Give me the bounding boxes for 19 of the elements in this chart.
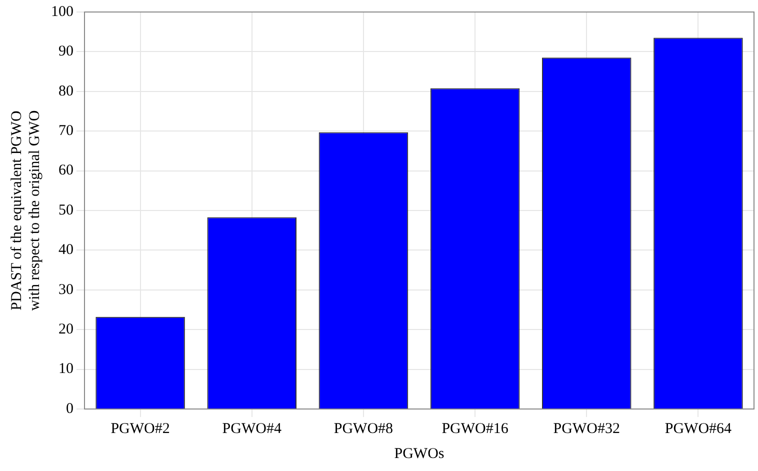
y-tick-label: 100 — [51, 4, 74, 20]
x-axis-title: PGWOs — [394, 446, 444, 462]
y-tick-label: 60 — [58, 162, 74, 179]
x-tick-label: PGWO#4 — [222, 420, 282, 437]
y-tick-label: 80 — [58, 83, 74, 100]
x-tick-label: PGWO#16 — [442, 420, 509, 437]
y-tick-label: 30 — [58, 282, 74, 298]
y-tick-label: 70 — [58, 123, 74, 140]
y-tick-label: 40 — [58, 242, 74, 258]
x-tick-label: PGWO#64 — [664, 420, 732, 437]
y-tick-label: 0 — [66, 400, 74, 417]
y-tick-label: 90 — [58, 44, 74, 60]
y-tick-label: 20 — [58, 322, 74, 338]
x-tick-label: PGWO#32 — [553, 420, 620, 437]
y-tick-label: 10 — [58, 361, 74, 378]
y-tick-label: 50 — [58, 202, 74, 218]
x-tick-label: PGWO#8 — [334, 420, 394, 437]
x-tick-label: PGWO#2 — [110, 420, 170, 437]
y-axis-title: PDAST of the equivalent PGWO with respect to the original GWO — [8, 110, 43, 311]
